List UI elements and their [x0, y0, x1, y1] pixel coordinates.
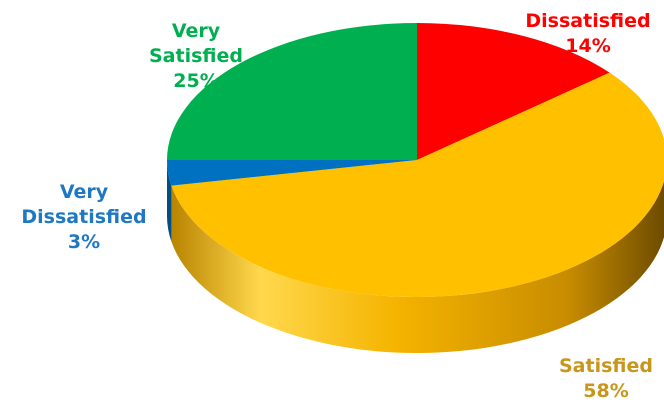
slice-side-very-dissatisfied [167, 160, 172, 242]
slice-very-dissatisfied [167, 160, 417, 186]
slice-very-satisfied [167, 23, 417, 160]
data-label-very-satisfied: Very Satisfied 25% [149, 20, 243, 92]
slice-labels: Dissatisfied 14% Satisfied 58% Very Dissatisf… [21, 10, 653, 402]
slice-dissatisfied [417, 23, 610, 160]
pie-sides [167, 160, 664, 353]
data-label-very-dissatisfied: Very Dissatisfied 3% [21, 181, 146, 253]
slice-satisfied [171, 72, 664, 297]
pie-slices [167, 23, 664, 297]
data-label-dissatisfied: Dissatisfied 14% [525, 10, 650, 57]
data-label-satisfied: Satisfied 58% [559, 355, 653, 402]
slice-side-satisfied [171, 181, 664, 353]
